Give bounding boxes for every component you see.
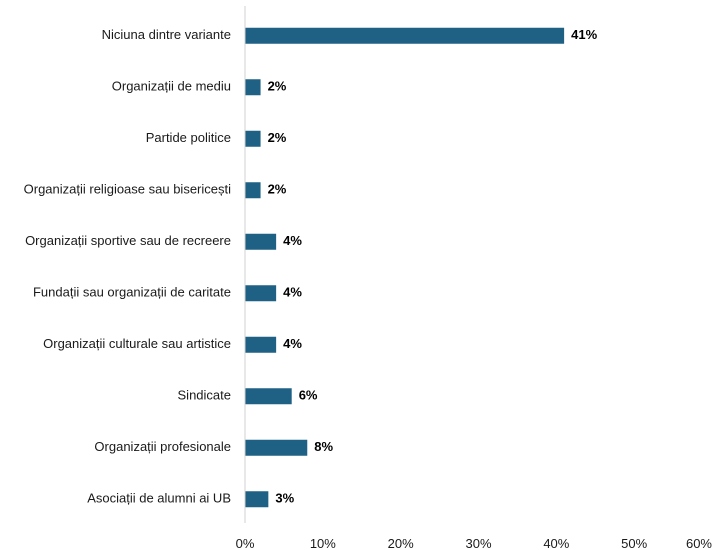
category-label: Organizații sportive sau de recreere — [25, 233, 231, 248]
x-axis-ticks: 0% 10% 20% 30% 40% 50% 60% — [236, 536, 713, 550]
category-label: Organizații religioase sau bisericești — [24, 182, 231, 197]
category-label: Fundații sau organizații de caritate — [33, 285, 231, 300]
x-tick-label: 20% — [388, 536, 414, 550]
data-label: 3% — [275, 491, 294, 506]
data-label: 2% — [268, 182, 287, 197]
data-label: 8% — [314, 439, 333, 454]
bar — [245, 439, 308, 456]
data-label: 4% — [283, 233, 302, 248]
bar — [245, 182, 261, 199]
bar — [245, 388, 292, 405]
x-tick-label: 40% — [543, 536, 569, 550]
x-tick-label: 0% — [236, 536, 255, 550]
bar — [245, 233, 277, 250]
category-label: Partide politice — [146, 130, 231, 145]
category-label: Asociații de alumni ai UB — [87, 491, 231, 506]
data-label: 4% — [283, 285, 302, 300]
category-label: Organizații culturale sau artistice — [43, 336, 231, 351]
bar — [245, 285, 277, 302]
x-tick-label: 10% — [310, 536, 336, 550]
bar — [245, 336, 277, 353]
data-label: 2% — [268, 79, 287, 94]
category-label: Sindicate — [178, 388, 231, 403]
data-label: 41% — [571, 27, 597, 42]
data-label: 4% — [283, 336, 302, 351]
bar — [245, 79, 261, 96]
category-label: Niciuna dintre variante — [102, 27, 231, 42]
data-label: 2% — [268, 130, 287, 145]
labels-layer: Niciuna dintre variante 41% Organizații de… — [24, 27, 598, 506]
bars-layer — [245, 27, 565, 508]
category-label: Organizații de mediu — [112, 79, 231, 94]
category-label: Organizații profesionale — [94, 439, 231, 454]
x-tick-label: 50% — [621, 536, 647, 550]
bar — [245, 27, 565, 44]
bar — [245, 130, 261, 147]
x-tick-label: 30% — [465, 536, 491, 550]
data-label: 6% — [299, 388, 318, 403]
bar — [245, 491, 269, 508]
x-tick-label: 60% — [686, 536, 712, 550]
